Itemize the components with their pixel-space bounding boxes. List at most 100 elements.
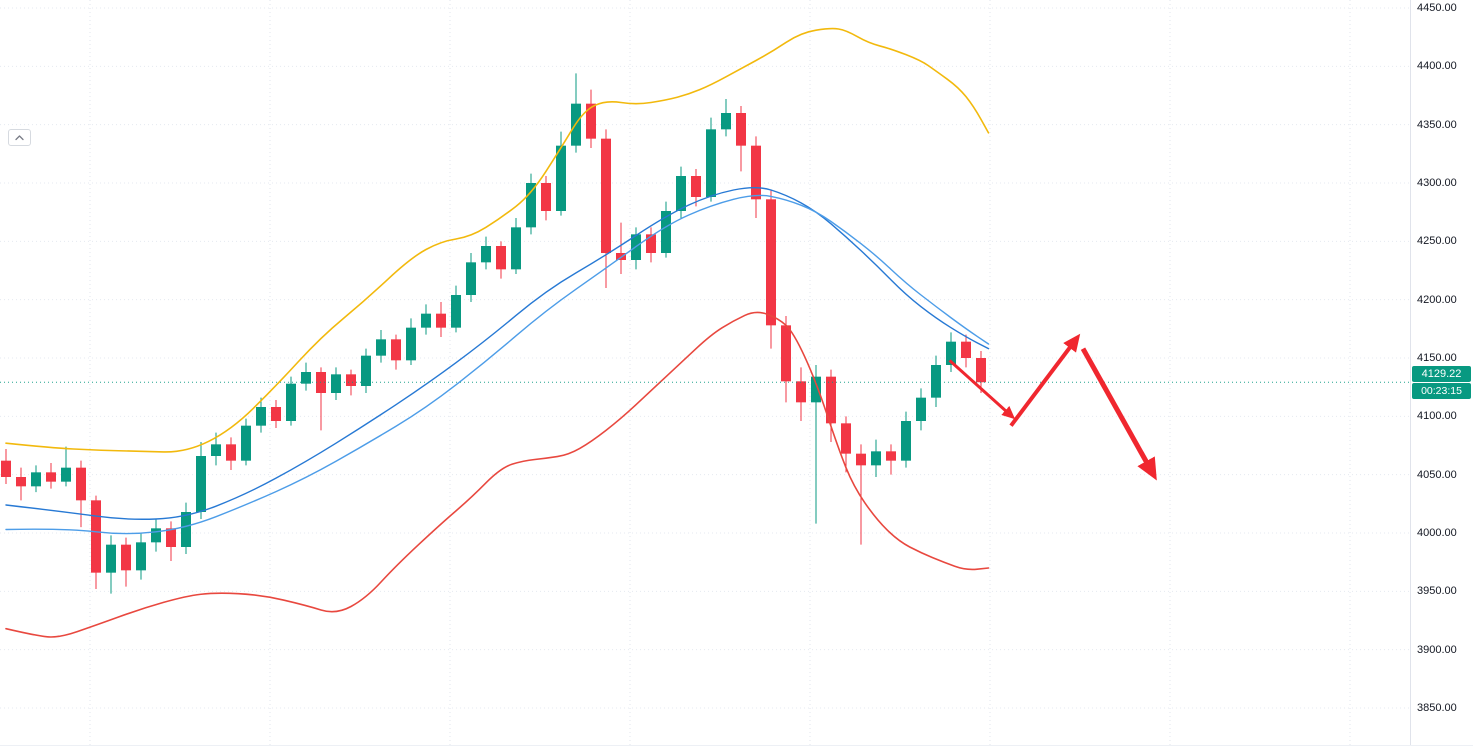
candle-body — [481, 246, 491, 263]
candle — [376, 330, 386, 363]
candle — [961, 334, 971, 368]
price-tick-label: 4350.00 — [1417, 118, 1457, 131]
price-tick-label: 4250.00 — [1417, 235, 1457, 248]
candle — [871, 439, 881, 477]
candle-body — [1, 460, 11, 477]
candle-body — [961, 341, 971, 358]
candle — [16, 467, 26, 501]
candle — [721, 99, 731, 137]
candle — [946, 332, 956, 372]
candle-body — [721, 113, 731, 130]
candle-body — [316, 372, 326, 393]
candle-body — [436, 313, 446, 328]
basis-fast-line[interactable] — [5, 186, 990, 520]
candle — [826, 369, 836, 442]
candle-body — [301, 372, 311, 384]
candle — [661, 201, 671, 258]
candle — [1, 449, 11, 484]
price-tick-label: 4400.00 — [1417, 60, 1457, 73]
chart-canvas[interactable] — [0, 0, 1410, 753]
candle — [361, 348, 371, 393]
candle-body — [856, 453, 866, 466]
candle-body — [931, 365, 941, 398]
candle — [31, 465, 41, 493]
candle-body — [736, 113, 746, 146]
candle — [976, 351, 986, 393]
candle — [271, 400, 281, 428]
candle — [451, 285, 461, 333]
candle — [766, 190, 776, 349]
pane-collapse-button[interactable] — [8, 129, 31, 146]
candle-body — [271, 407, 281, 421]
candle-body — [256, 407, 266, 426]
candle-body — [91, 500, 101, 573]
last-price-value: 4129.22 — [1412, 365, 1471, 382]
candle-body — [46, 472, 56, 482]
candle — [226, 437, 236, 470]
candle — [286, 376, 296, 426]
candle — [391, 334, 401, 370]
candle — [61, 446, 71, 487]
time-axis[interactable] — [0, 745, 1473, 753]
last-price-badge: 4129.22 00:23:15 — [1412, 365, 1471, 399]
basis-slow-line[interactable] — [5, 194, 990, 535]
candle — [571, 73, 581, 153]
price-tick-label: 4450.00 — [1417, 2, 1457, 14]
candle-body — [886, 451, 896, 461]
drawn-arrow-down-big[interactable] — [1080, 347, 1157, 481]
drawn-arrow-up[interactable] — [1009, 333, 1081, 427]
price-tick-label: 4050.00 — [1417, 468, 1457, 481]
candle-body — [871, 451, 881, 466]
drawn-arrow-down-small[interactable] — [948, 359, 1016, 420]
candles-layer — [1, 73, 986, 594]
candle — [91, 495, 101, 589]
candle-body — [451, 295, 461, 328]
candle-body — [421, 313, 431, 328]
grid-layer — [0, 0, 1410, 753]
candle — [751, 136, 761, 218]
candle — [916, 388, 926, 431]
price-tick-label: 3900.00 — [1417, 643, 1457, 656]
chevron-up-icon — [15, 134, 24, 140]
drawings-layer — [948, 333, 1157, 481]
candle-body — [841, 423, 851, 454]
price-tick-label: 3950.00 — [1417, 585, 1457, 598]
upper-band-line[interactable] — [5, 27, 990, 453]
candle-body — [646, 234, 656, 253]
price-tick-label: 4000.00 — [1417, 527, 1457, 539]
price-tick-label: 4150.00 — [1417, 352, 1457, 364]
candle-body — [136, 542, 146, 571]
candle — [526, 173, 536, 235]
candle — [76, 460, 86, 528]
candle-body — [541, 183, 551, 211]
candle-body — [691, 176, 701, 197]
bar-countdown: 00:23:15 — [1412, 382, 1471, 399]
price-tick-label: 4200.00 — [1417, 293, 1457, 306]
candle-body — [601, 138, 611, 253]
candle-body — [496, 246, 506, 270]
candle — [241, 418, 251, 466]
candle-body — [151, 528, 161, 543]
price-scale[interactable]: 4450.00 4400.00 4350.00 4300.00 4250.00 4200.… — [1410, 0, 1473, 753]
candle — [901, 411, 911, 468]
lower-band-line[interactable] — [5, 311, 990, 638]
candle-body — [811, 376, 821, 403]
chart-area[interactable] — [0, 0, 1410, 753]
candle — [496, 241, 506, 279]
candle — [106, 535, 116, 594]
candle-body — [706, 129, 716, 197]
candle — [886, 444, 896, 475]
candle-body — [526, 183, 536, 228]
price-tick-label: 4100.00 — [1417, 410, 1457, 423]
candle — [541, 176, 551, 221]
candle-body — [916, 397, 926, 421]
candle — [196, 442, 206, 519]
candle-body — [376, 339, 386, 356]
candle — [646, 227, 656, 263]
candle — [691, 169, 701, 207]
candle-body — [796, 381, 806, 403]
candle-body — [901, 421, 911, 461]
candle-body — [946, 341, 956, 365]
candle-body — [31, 472, 41, 487]
